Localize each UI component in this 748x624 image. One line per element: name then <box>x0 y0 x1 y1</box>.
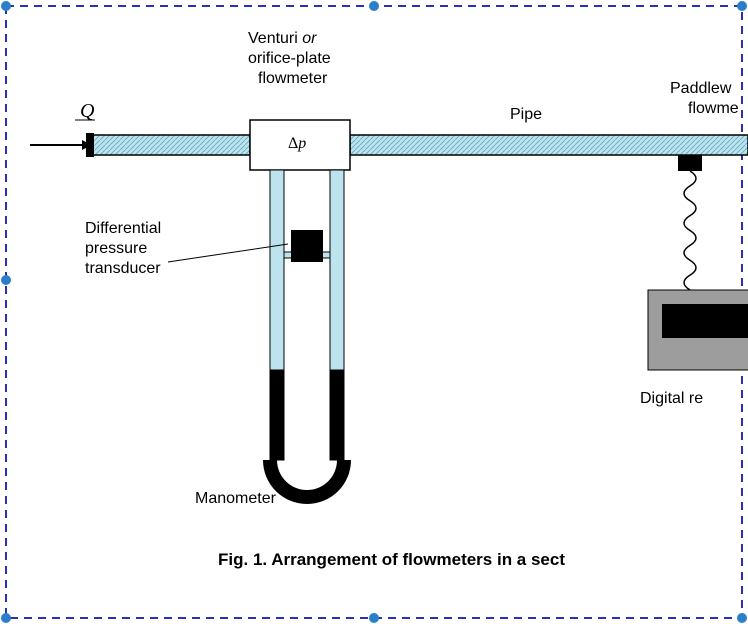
delta-p-label: Δp <box>288 135 306 153</box>
readout-label: Digital re <box>640 390 703 408</box>
paddle-label-2: flowme <box>688 100 739 118</box>
diff-label-1: Differential <box>85 220 161 238</box>
diagram-canvas <box>0 0 748 624</box>
venturi-label-1: Venturi or <box>248 30 317 48</box>
paddle-label-1: Paddlew <box>670 80 731 98</box>
pipe-label: Pipe <box>510 106 542 124</box>
venturi-label-2: orifice-plate <box>248 50 331 68</box>
q-label: Q <box>80 100 94 123</box>
venturi-label-3: flowmeter <box>258 70 327 88</box>
diff-label-2: pressure <box>85 240 147 258</box>
diff-label-3: transducer <box>85 260 161 278</box>
figure-caption: Fig. 1. Arrangement of flowmeters in a s… <box>218 550 565 570</box>
manometer-label: Manometer <box>195 490 276 508</box>
